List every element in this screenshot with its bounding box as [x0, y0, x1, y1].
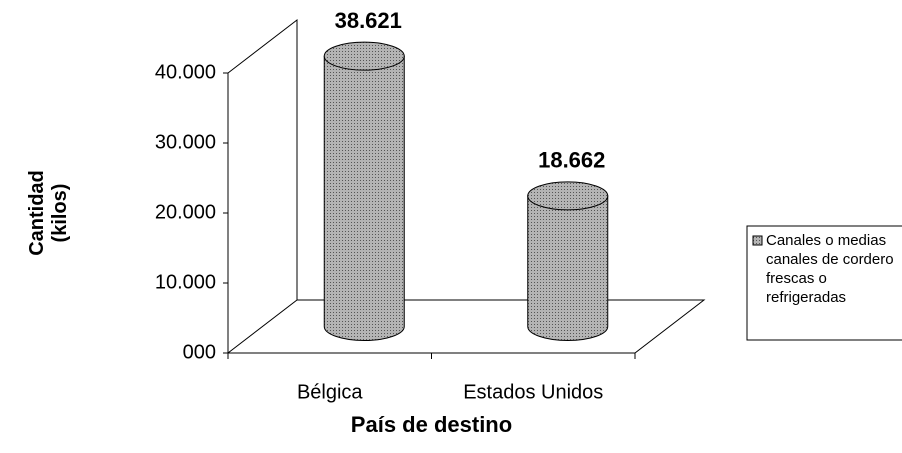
- y-tick-label: 20.000: [155, 201, 216, 223]
- y-tick-label: 000: [183, 341, 216, 363]
- bar-body: [323, 55, 405, 341]
- x-tick-label: Bélgica: [297, 381, 363, 403]
- value-label: 18.662: [538, 148, 605, 173]
- bar: [323, 41, 405, 341]
- legend-swatch: [752, 235, 763, 246]
- y-tick-label: 10.000: [155, 271, 216, 293]
- x-axis-label: País de destino: [350, 412, 513, 437]
- floor: [226, 299, 706, 354]
- legend-box: [746, 225, 902, 341]
- axes-frame: [223, 18, 706, 359]
- legend-label: Canales o medias canales de cordero fres…: [766, 232, 894, 306]
- bar-body: [527, 195, 609, 341]
- plot: [323, 41, 609, 341]
- y-axis-label: Cantidad (kilos): [26, 170, 71, 256]
- bar-top: [323, 41, 405, 71]
- x-tick-label: Estados Unidos: [463, 381, 603, 403]
- back-wall: [227, 18, 298, 353]
- bar-top: [527, 181, 609, 211]
- value-label: 38.621: [335, 8, 402, 33]
- y-tick-label: 30.000: [155, 131, 216, 153]
- y-tick-label: 40.000: [155, 61, 216, 83]
- bar: [527, 181, 609, 341]
